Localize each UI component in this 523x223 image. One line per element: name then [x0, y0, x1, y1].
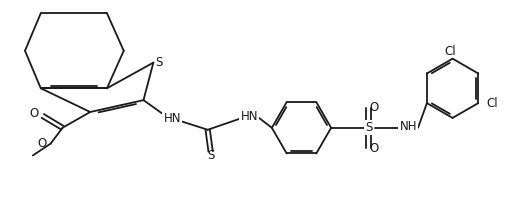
Text: Cl: Cl	[486, 97, 498, 110]
Text: Cl: Cl	[445, 45, 457, 58]
Text: S: S	[156, 56, 163, 69]
Text: O: O	[369, 101, 378, 114]
Text: S: S	[207, 149, 214, 162]
Text: O: O	[30, 107, 39, 120]
Text: O: O	[38, 137, 47, 150]
Text: O: O	[369, 142, 378, 155]
Text: S: S	[365, 121, 372, 134]
Text: HN: HN	[163, 112, 181, 125]
Text: NH: NH	[400, 120, 417, 133]
Text: HN: HN	[241, 110, 258, 124]
